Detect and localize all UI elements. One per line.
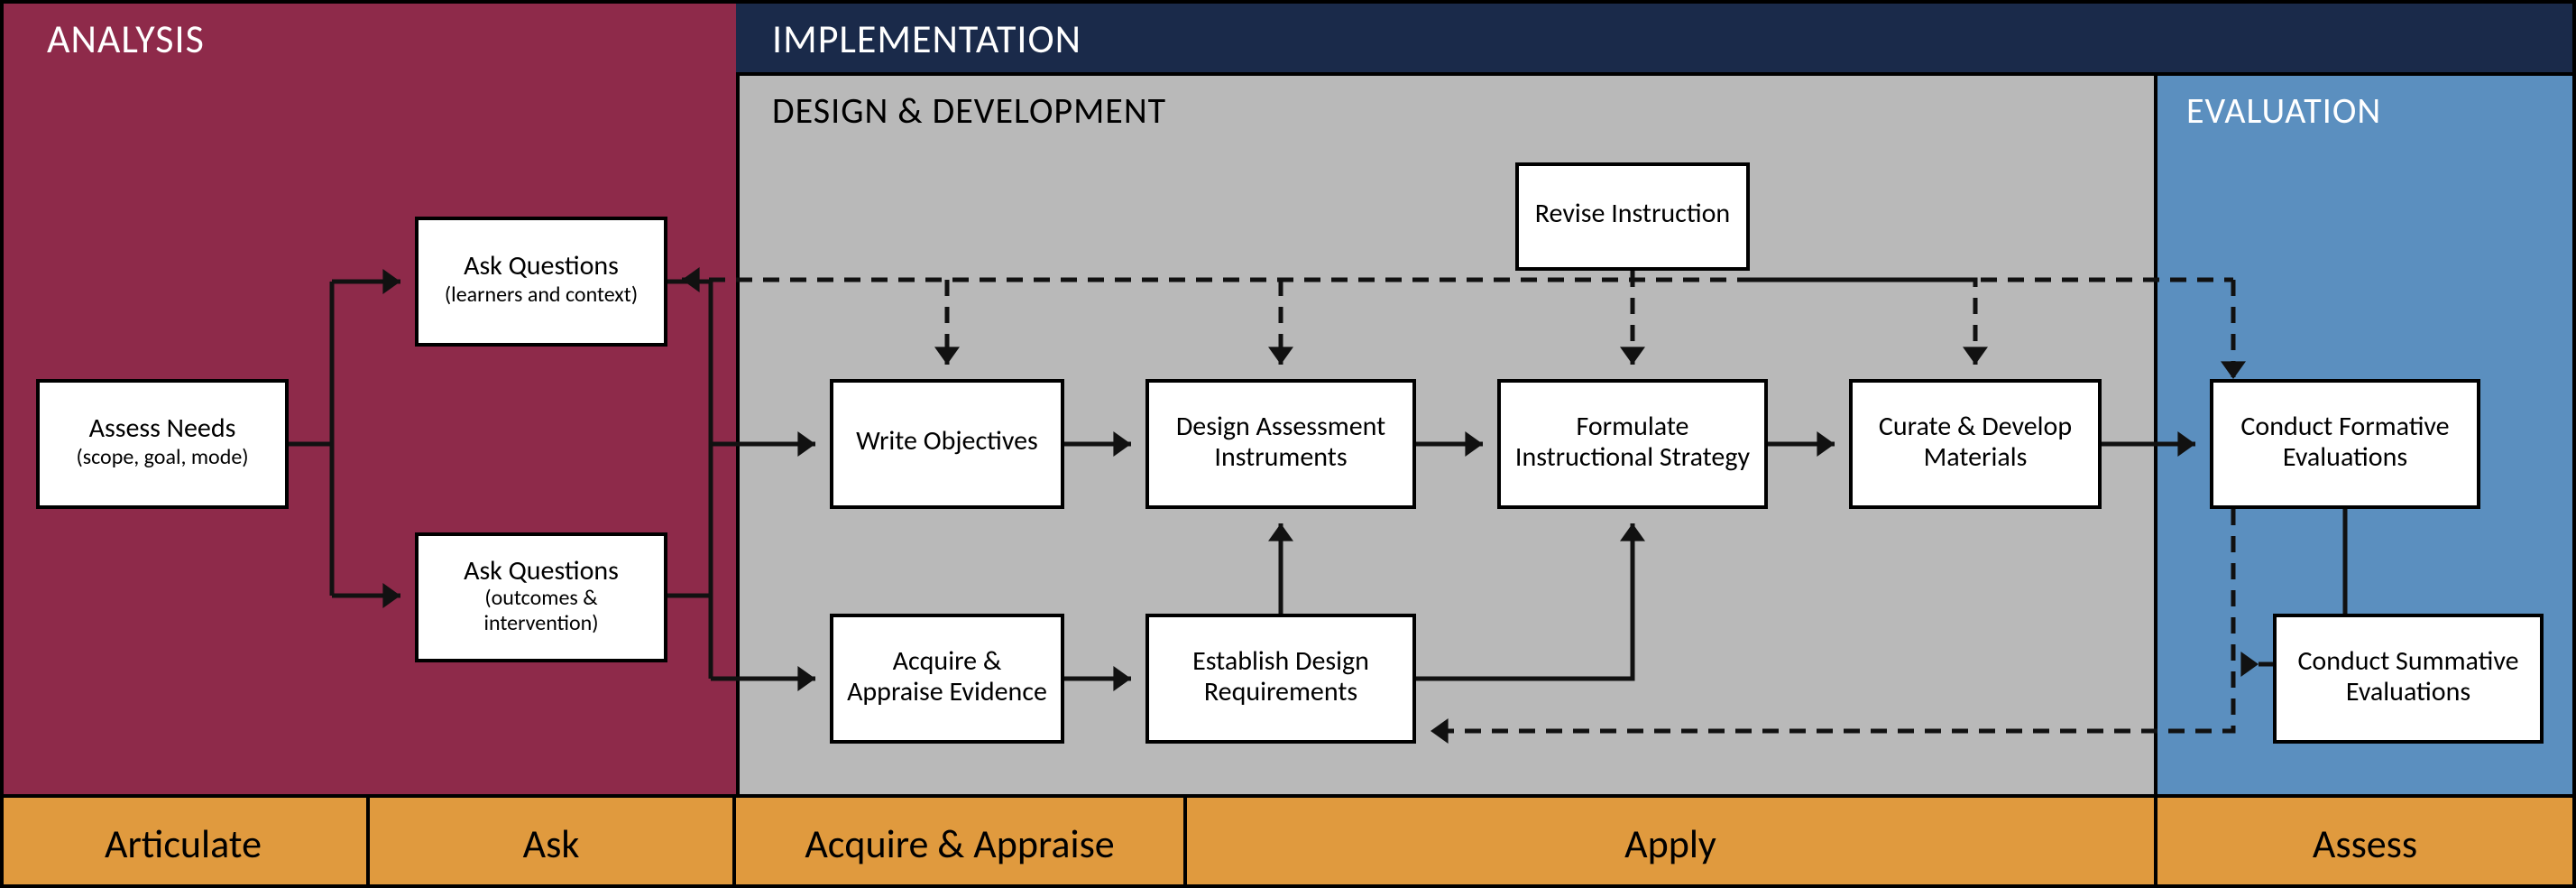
outer-border	[0, 0, 2576, 888]
